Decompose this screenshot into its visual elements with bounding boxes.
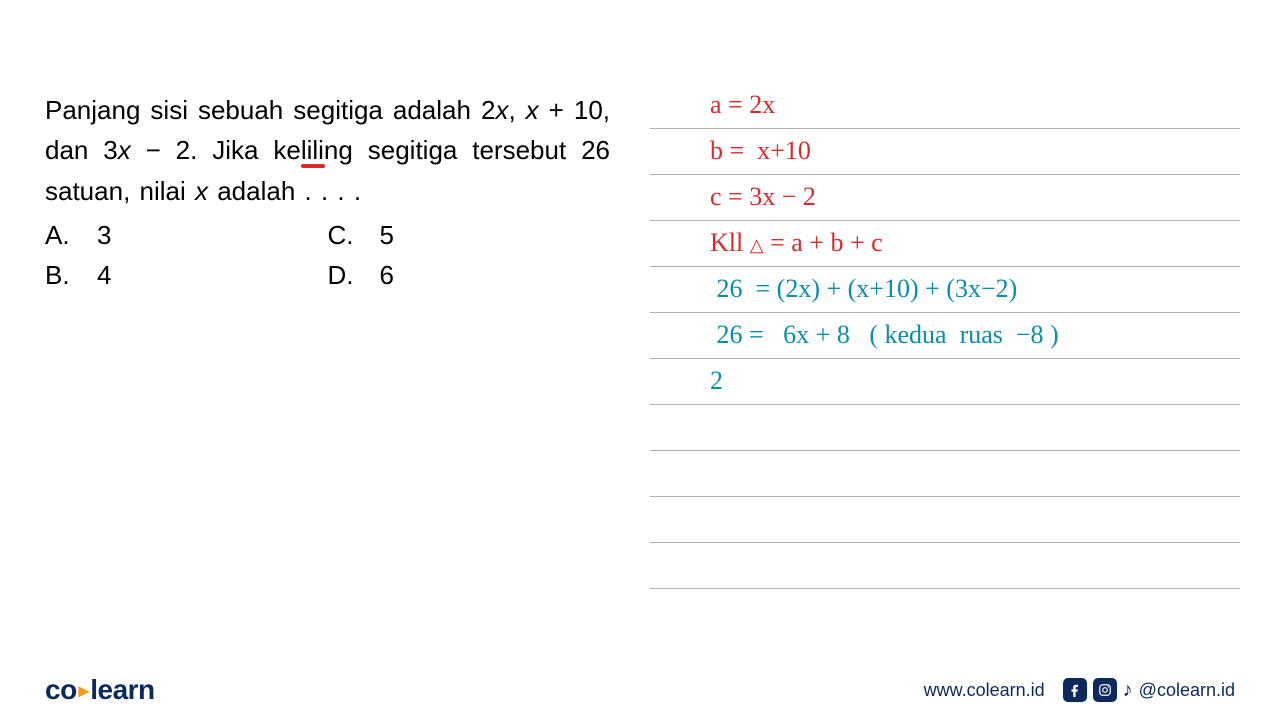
q-l3x: x — [195, 176, 208, 206]
logo-arrow-icon: ▸ — [77, 678, 91, 703]
q-sep1: , — [508, 95, 525, 125]
work-l3: c = 3x − 2 — [680, 174, 1240, 220]
work-l4a: Kll — [710, 220, 750, 266]
opt-d-letter: D. — [328, 255, 354, 295]
work-l4b: = a + b + c — [764, 220, 883, 266]
footer-url: www.colearn.id — [924, 680, 1045, 701]
triangle-icon: △ — [750, 222, 764, 268]
work-l4: Kll △ = a + b + c — [680, 220, 1240, 266]
q-x3: x — [118, 135, 131, 165]
q-end: − 2. Jika — [131, 135, 274, 165]
q-keliling: keliling — [273, 135, 353, 165]
rule-line — [650, 542, 1240, 543]
opt-a-letter: A. — [45, 215, 71, 255]
q-x1: x — [495, 95, 508, 125]
option-d: D. 6 — [328, 255, 611, 295]
work-l7: 2 — [680, 358, 1240, 404]
question-panel: Panjang sisi sebuah segitiga adalah 2x, … — [0, 0, 640, 660]
work-l5: 26 = (2x) + (x+10) + (3x−2) — [680, 266, 1240, 312]
facebook-icon — [1063, 678, 1087, 702]
option-b: B. 4 — [45, 255, 328, 295]
footer-handle: @colearn.id — [1139, 680, 1235, 701]
logo-co: co — [45, 674, 77, 705]
instagram-icon — [1093, 678, 1117, 702]
footer: co▸learn www.colearn.id ♪ @colearn.id — [0, 660, 1280, 720]
work-l1: a = 2x — [680, 82, 1240, 128]
rule-line — [650, 404, 1240, 405]
q-line1: Panjang sisi sebuah segitiga adalah — [45, 95, 471, 125]
work-l6: 26 = 6x + 8 ( kedua ruas −8 ) — [680, 312, 1240, 358]
tiktok-icon: ♪ — [1123, 679, 1133, 702]
opt-c-val: 5 — [380, 215, 394, 255]
worked-solution-panel: a = 2x b = x+10 c = 3x − 2 Kll △ = a + b… — [640, 0, 1280, 660]
option-a: A. 3 — [45, 215, 328, 255]
social-icons: ♪ @colearn.id — [1063, 678, 1235, 702]
colearn-logo: co▸learn — [45, 674, 155, 706]
opt-b-val: 4 — [97, 255, 111, 295]
rule-line — [650, 496, 1240, 497]
handwritten-work: a = 2x b = x+10 c = 3x − 2 Kll △ = a + b… — [680, 82, 1240, 404]
footer-right: www.colearn.id ♪ @colearn.id — [924, 678, 1235, 702]
q-x2: x — [526, 95, 539, 125]
rule-line — [650, 450, 1240, 451]
opt-b-letter: B. — [45, 255, 71, 295]
opt-c-letter: C. — [328, 215, 354, 255]
option-c: C. 5 — [328, 215, 611, 255]
q-l2-pref: 2 — [481, 95, 495, 125]
rule-line — [650, 588, 1240, 589]
q-l4: adalah . . . . — [217, 176, 361, 206]
options-grid: A. 3 C. 5 B. 4 D. 6 — [45, 215, 610, 296]
opt-a-val: 3 — [97, 215, 111, 255]
opt-d-val: 6 — [380, 255, 394, 295]
question-text: Panjang sisi sebuah segitiga adalah 2x, … — [45, 90, 610, 211]
work-l2: b = x+10 — [680, 128, 1240, 174]
logo-learn: learn — [90, 674, 154, 705]
